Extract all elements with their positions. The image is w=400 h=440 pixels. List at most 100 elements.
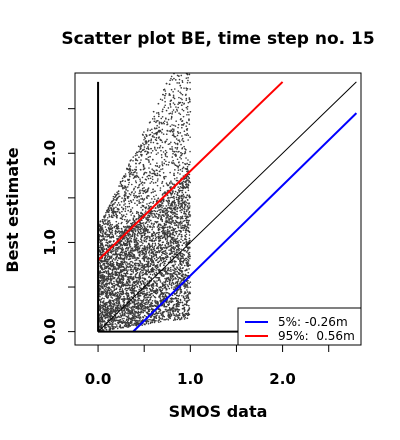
scatter-point	[158, 240, 160, 242]
scatter-point	[174, 277, 177, 279]
scatter-point	[112, 247, 115, 249]
scatter-point	[152, 255, 155, 258]
scatter-point	[186, 132, 189, 135]
scatter-point	[112, 198, 115, 200]
scatter-point	[129, 288, 132, 291]
scatter-point	[151, 245, 153, 248]
scatter-point	[173, 224, 176, 226]
scatter-point	[168, 281, 171, 284]
scatter-point	[159, 265, 161, 267]
scatter-point	[146, 319, 148, 322]
scatter-point	[166, 230, 168, 232]
scatter-point	[174, 286, 177, 288]
scatter-point	[132, 174, 135, 176]
scatter-point	[103, 311, 106, 314]
scatter-point	[157, 312, 160, 315]
scatter-point	[170, 118, 173, 120]
scatter-point	[141, 209, 144, 211]
scatter-point	[147, 208, 149, 210]
scatter-point	[117, 207, 119, 210]
scatter-point	[154, 216, 156, 218]
scatter-point	[167, 232, 169, 234]
scatter-point	[181, 260, 184, 263]
scatter-point	[111, 274, 114, 276]
scatter-point	[143, 131, 145, 133]
scatter-point	[106, 233, 109, 236]
scatter-point	[147, 128, 149, 130]
scatter-point	[161, 168, 164, 170]
scatter-point	[122, 254, 124, 257]
scatter-point	[122, 266, 125, 269]
scatter-point	[169, 231, 171, 233]
scatter-point	[172, 283, 175, 285]
scatter-point	[169, 216, 172, 218]
scatter-point	[117, 222, 120, 225]
scatter-point	[169, 248, 172, 250]
scatter-point	[103, 284, 106, 287]
scatter-point	[167, 318, 170, 321]
scatter-point	[121, 269, 123, 271]
scatter-point	[159, 205, 162, 208]
scatter-point	[145, 134, 148, 137]
scatter-point	[176, 283, 179, 285]
scatter-point	[153, 239, 156, 242]
scatter-point	[134, 158, 137, 160]
scatter-point	[159, 288, 161, 291]
scatter-point	[171, 196, 174, 199]
scatter-point	[147, 268, 149, 271]
scatter-point	[111, 223, 114, 226]
scatter-point	[140, 282, 143, 285]
scatter-point	[115, 283, 117, 286]
scatter-point	[143, 136, 146, 138]
scatter-point	[133, 241, 136, 243]
scatter-point	[185, 210, 188, 213]
scatter-point	[155, 256, 158, 259]
scatter-point	[135, 169, 137, 171]
scatter-point	[117, 190, 120, 193]
scatter-point	[185, 238, 188, 241]
scatter-point	[176, 143, 179, 146]
scatter-point	[183, 122, 185, 125]
scatter-point	[157, 197, 159, 200]
scatter-point	[171, 134, 174, 137]
scatter-point	[151, 242, 154, 245]
scatter-point	[172, 205, 174, 207]
scatter-point	[185, 125, 188, 127]
scatter-point	[151, 128, 153, 131]
scatter-point	[181, 93, 184, 96]
scatter-point	[140, 234, 143, 237]
scatter-point	[151, 274, 154, 276]
scatter-point	[114, 323, 117, 325]
scatter-point	[151, 118, 154, 120]
scatter-point	[141, 244, 143, 246]
scatter-point	[185, 157, 187, 159]
scatter-point	[179, 216, 182, 218]
scatter-point	[164, 273, 167, 275]
scatter-point	[152, 232, 155, 234]
scatter-point	[174, 273, 177, 276]
scatter-point	[166, 121, 168, 123]
scatter-point	[153, 209, 156, 212]
scatter-point	[166, 209, 169, 212]
scatter-point	[175, 240, 177, 242]
scatter-point	[148, 237, 151, 239]
scatter-point	[135, 242, 137, 244]
scatter-point	[174, 190, 177, 193]
scatter-point	[141, 189, 143, 192]
scatter-point	[143, 143, 145, 146]
scatter-point	[165, 210, 167, 212]
scatter-point	[139, 313, 141, 316]
scatter-point	[113, 273, 115, 276]
scatter-point	[171, 124, 173, 126]
scatter-point	[138, 232, 141, 234]
scatter-point	[154, 210, 157, 213]
scatter-point	[104, 215, 106, 218]
scatter-point	[140, 182, 143, 185]
scatter-point	[115, 249, 117, 251]
scatter-point	[147, 228, 149, 231]
scatter-point	[125, 194, 127, 196]
scatter-point	[107, 246, 110, 249]
scatter-point	[168, 269, 170, 272]
scatter-point	[136, 229, 139, 231]
scatter-point	[178, 201, 181, 203]
